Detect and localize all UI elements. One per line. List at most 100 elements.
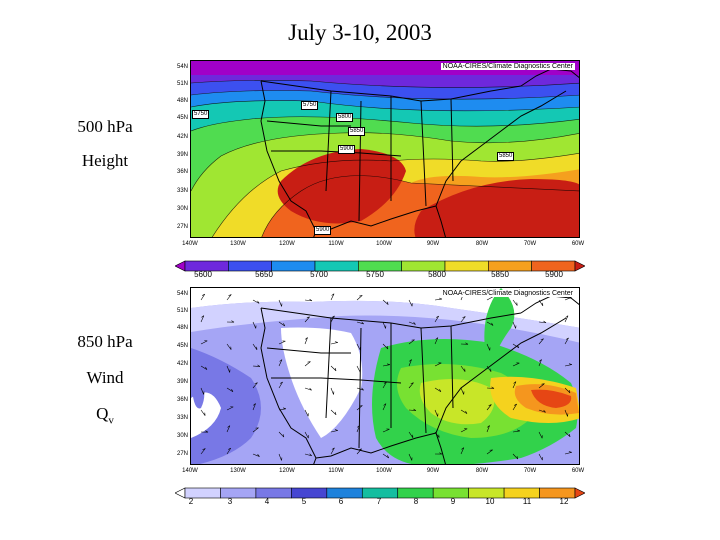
- wind-vector: [252, 364, 261, 367]
- lon-tick: 110W: [328, 241, 344, 247]
- wind-vector: [460, 342, 469, 345]
- colorbar-swatch: [574, 487, 585, 499]
- colorbar-tick-label: 8: [413, 497, 419, 506]
- wind-vector: [356, 405, 363, 411]
- wind-vector: [356, 321, 364, 325]
- colorbar-swatch: [175, 260, 186, 272]
- wind-vector: [304, 361, 311, 367]
- wind-vector: [564, 409, 569, 417]
- lat-tick: 54N: [176, 291, 188, 297]
- wind-vector: [304, 316, 310, 323]
- wind-vector: [408, 382, 414, 389]
- lon-tick: 110W: [328, 468, 344, 474]
- colorbar-tick-label: 3: [227, 497, 233, 506]
- wind-vector: [564, 451, 572, 455]
- colorbar-tick-label: 9: [450, 497, 456, 506]
- lat-tick: 27N: [176, 451, 188, 457]
- wind-vector: [512, 343, 520, 349]
- wind-vector: [382, 381, 387, 389]
- wind-vector: [434, 337, 439, 345]
- lat-tick: 51N: [176, 308, 188, 314]
- wind-vector: [538, 453, 543, 461]
- lon-tick: 70W: [523, 468, 537, 474]
- wind-vector: [278, 340, 286, 345]
- wind-vector: [278, 407, 286, 411]
- wind-vector: [304, 337, 308, 345]
- lon-tick: 60W: [571, 241, 585, 247]
- wind-vector: [460, 365, 466, 372]
- wind-vector: [330, 429, 338, 433]
- colorbar-tick-label: 5650: [255, 270, 273, 279]
- wind-vector: [330, 447, 335, 455]
- lat-tick: 30N: [176, 433, 188, 439]
- bottom-panel-label-line3: Qv: [96, 404, 114, 427]
- wind-vector: [486, 404, 492, 411]
- colorbar-tick-label: 4: [264, 497, 270, 506]
- wind-vector: [226, 294, 232, 301]
- wind-vector: [226, 365, 231, 373]
- wind-vector: [460, 316, 466, 323]
- lat-tick: 42N: [176, 361, 188, 367]
- wind-vector: [512, 453, 519, 460]
- wind-vector: [486, 343, 491, 351]
- lon-tick: 90W: [426, 241, 440, 247]
- colorbar-tick-label: 5600: [194, 270, 212, 279]
- wind-vector: [486, 425, 490, 433]
- wind-vector: [382, 363, 390, 367]
- lat-tick: 36N: [176, 397, 188, 403]
- wind-vector: [564, 387, 571, 394]
- lon-tick: 90W: [426, 468, 440, 474]
- wind-vector: [564, 431, 571, 437]
- wind-vector: [538, 409, 546, 413]
- wind-vector: [304, 409, 309, 417]
- wind-vector: [278, 321, 286, 327]
- lat-tick: 33N: [176, 188, 188, 194]
- wind-vector: [434, 297, 443, 301]
- wind-vector: [330, 387, 335, 395]
- lat-tick: 33N: [176, 415, 188, 421]
- wind-vector: [512, 321, 517, 329]
- wind-vector: [330, 293, 335, 301]
- wind-vector: [252, 453, 260, 457]
- lat-tick: 27N: [176, 224, 188, 230]
- wind-vector: [200, 430, 209, 433]
- lat-tick: 36N: [176, 169, 188, 175]
- colorbar-tick-label: 11: [522, 497, 532, 506]
- wind-vector: [486, 321, 494, 326]
- colorbar-tick-label: 5: [301, 497, 307, 506]
- colorbar-tick-label: 5750: [366, 270, 384, 279]
- wind-vector: [460, 409, 468, 414]
- wind-vector: [304, 453, 312, 457]
- wind-vector: [356, 425, 360, 433]
- wind-vector: [486, 449, 493, 455]
- wind-vector: [512, 403, 517, 411]
- wind-vector: [408, 299, 413, 307]
- wind-vector: [278, 359, 283, 367]
- colorbar-tick-label: 5900: [545, 270, 563, 279]
- colorbar-tick-label: 2: [188, 497, 194, 506]
- height-map-svg: [191, 61, 579, 237]
- wind-vector: [486, 365, 492, 372]
- wind-vector: [226, 406, 234, 411]
- contour-label: 5750: [301, 101, 319, 110]
- wind-vector: [252, 299, 260, 304]
- lon-tick: 140W: [182, 241, 198, 247]
- contour-label: 5800: [336, 113, 354, 122]
- wind-vector: [408, 431, 414, 438]
- wind-vector: [434, 431, 440, 438]
- lat-tick: 45N: [176, 115, 188, 121]
- wind-vector: [226, 447, 232, 455]
- wind-vector: [460, 428, 468, 433]
- height-colorbar: [175, 260, 585, 272]
- lon-tick: 80W: [475, 468, 489, 474]
- wind-vector: [538, 299, 544, 307]
- wind-vector: [382, 453, 390, 459]
- wind-vector: [356, 365, 361, 373]
- wind-vector: [278, 453, 283, 461]
- height-map-credit: NOAA-CIRES/Climate Diagnostics Center: [440, 63, 575, 70]
- wind-vector: [226, 343, 232, 350]
- colorbar-tick-label: 5700: [310, 270, 328, 279]
- wind-vector: [564, 363, 572, 367]
- wind-vector: [304, 387, 312, 391]
- colorbar-tick-label: 10: [485, 497, 495, 506]
